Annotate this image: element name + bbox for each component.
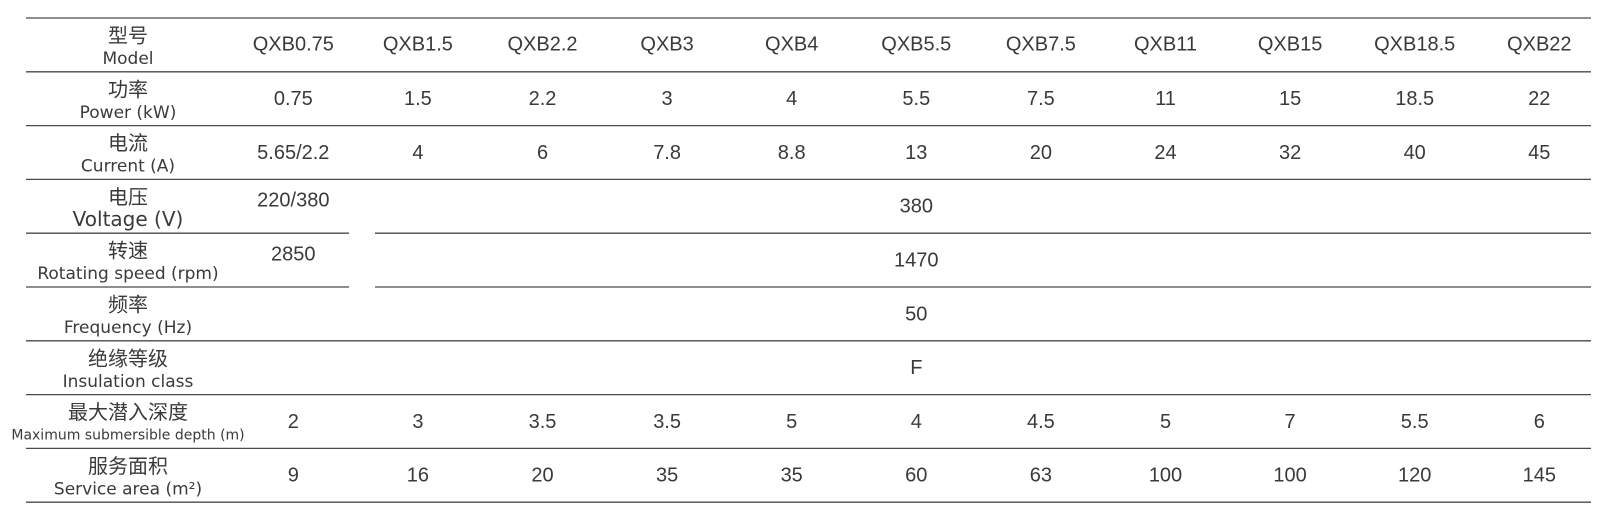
cell-value: F <box>910 357 922 379</box>
cell-value: 220/380 <box>257 190 329 212</box>
row-label-zh: 电压 <box>108 185 148 209</box>
cell-value: 4.5 <box>1027 411 1055 433</box>
cell-value: 5.5 <box>902 88 930 110</box>
cell-value: 5.65/2.2 <box>257 142 329 164</box>
cell-value: 35 <box>781 465 803 487</box>
row-label-en: Frequency (Hz) <box>64 318 192 338</box>
cell-value: 7.5 <box>1027 88 1055 110</box>
cell-value: 15 <box>1279 88 1301 110</box>
cell-value: 9 <box>288 465 299 487</box>
row-label-zh: 频率 <box>108 293 148 317</box>
row-label-en: Service area (m²) <box>54 479 202 499</box>
cell-value: 3.5 <box>653 411 681 433</box>
cell-value: 145 <box>1523 465 1556 487</box>
model-name: QXB11 <box>1134 33 1197 55</box>
model-name: QXB7.5 <box>1006 33 1076 55</box>
cell-value: 63 <box>1030 465 1052 487</box>
cell-value: 11 <box>1155 88 1176 110</box>
cell-value: 7.8 <box>653 142 681 164</box>
cell-value: 6 <box>1534 411 1545 433</box>
cell-value: 22 <box>1528 88 1550 110</box>
cell-value: 32 <box>1279 142 1301 164</box>
cell-value: 0.75 <box>274 88 313 110</box>
row-label-zh: 绝缘等级 <box>88 346 168 370</box>
row-label-en: Maximum submersible depth (m) <box>11 428 244 444</box>
model-name: QXB18.5 <box>1374 33 1455 55</box>
model-name: QXB2.2 <box>507 33 577 55</box>
model-name: QXB4 <box>765 33 818 55</box>
row-label-zh: 型号 <box>108 24 148 48</box>
cell-value: 100 <box>1149 465 1182 487</box>
row-label-en: Model <box>102 49 153 69</box>
model-name: QXB3 <box>640 33 693 55</box>
cell-value: 5 <box>786 411 797 433</box>
cell-value: 2850 <box>271 243 316 265</box>
cell-value: 16 <box>407 465 429 487</box>
cell-value: 4 <box>786 88 797 110</box>
row-label-zh: 电流 <box>108 131 148 155</box>
cell-value: 60 <box>905 465 927 487</box>
cell-value: 13 <box>905 142 927 164</box>
cell-value: 20 <box>1030 142 1052 164</box>
cell-value: 18.5 <box>1395 88 1434 110</box>
cell-value: 7 <box>1285 411 1296 433</box>
cell-value: 1470 <box>894 249 939 271</box>
cell-value: 5 <box>1160 411 1171 433</box>
row-label-zh: 最大潜入深度 <box>68 400 188 424</box>
cell-value: 40 <box>1404 142 1426 164</box>
cell-value: 3.5 <box>529 411 557 433</box>
cell-value: 3 <box>412 411 423 433</box>
row-label-en: Rotating speed (rpm) <box>37 264 218 284</box>
cell-value: 8.8 <box>778 142 806 164</box>
row-label-en: Insulation class <box>63 372 194 392</box>
cell-value: 6 <box>537 142 548 164</box>
cell-value: 4 <box>412 142 423 164</box>
cell-value: 45 <box>1528 142 1550 164</box>
cell-value: 120 <box>1398 465 1431 487</box>
row-label-en: Power (kW) <box>80 103 177 123</box>
cell-value: 2 <box>288 411 299 433</box>
model-name: QXB22 <box>1507 33 1571 55</box>
cell-value: 100 <box>1273 465 1306 487</box>
model-name: QXB1.5 <box>383 33 453 55</box>
model-name: QXB15 <box>1258 33 1322 55</box>
cell-value: 1.5 <box>404 88 432 110</box>
row-label-en: Voltage (V) <box>73 207 184 231</box>
model-name: QXB0.75 <box>253 33 334 55</box>
cell-value: 20 <box>531 465 553 487</box>
row-label-zh: 转速 <box>108 239 148 263</box>
cell-value: 50 <box>905 303 927 325</box>
cell-value: 380 <box>900 196 933 218</box>
cell-value: 24 <box>1154 142 1176 164</box>
row-label-zh: 服务面积 <box>88 454 168 478</box>
row-label-zh: 功率 <box>108 77 148 101</box>
cell-value: 3 <box>662 88 673 110</box>
cell-value: 5.5 <box>1401 411 1429 433</box>
cell-value: 2.2 <box>529 88 557 110</box>
model-name: QXB5.5 <box>881 33 951 55</box>
cell-value: 35 <box>656 465 678 487</box>
row-label-en: Current (A) <box>81 157 175 177</box>
cell-value: 4 <box>911 411 922 433</box>
